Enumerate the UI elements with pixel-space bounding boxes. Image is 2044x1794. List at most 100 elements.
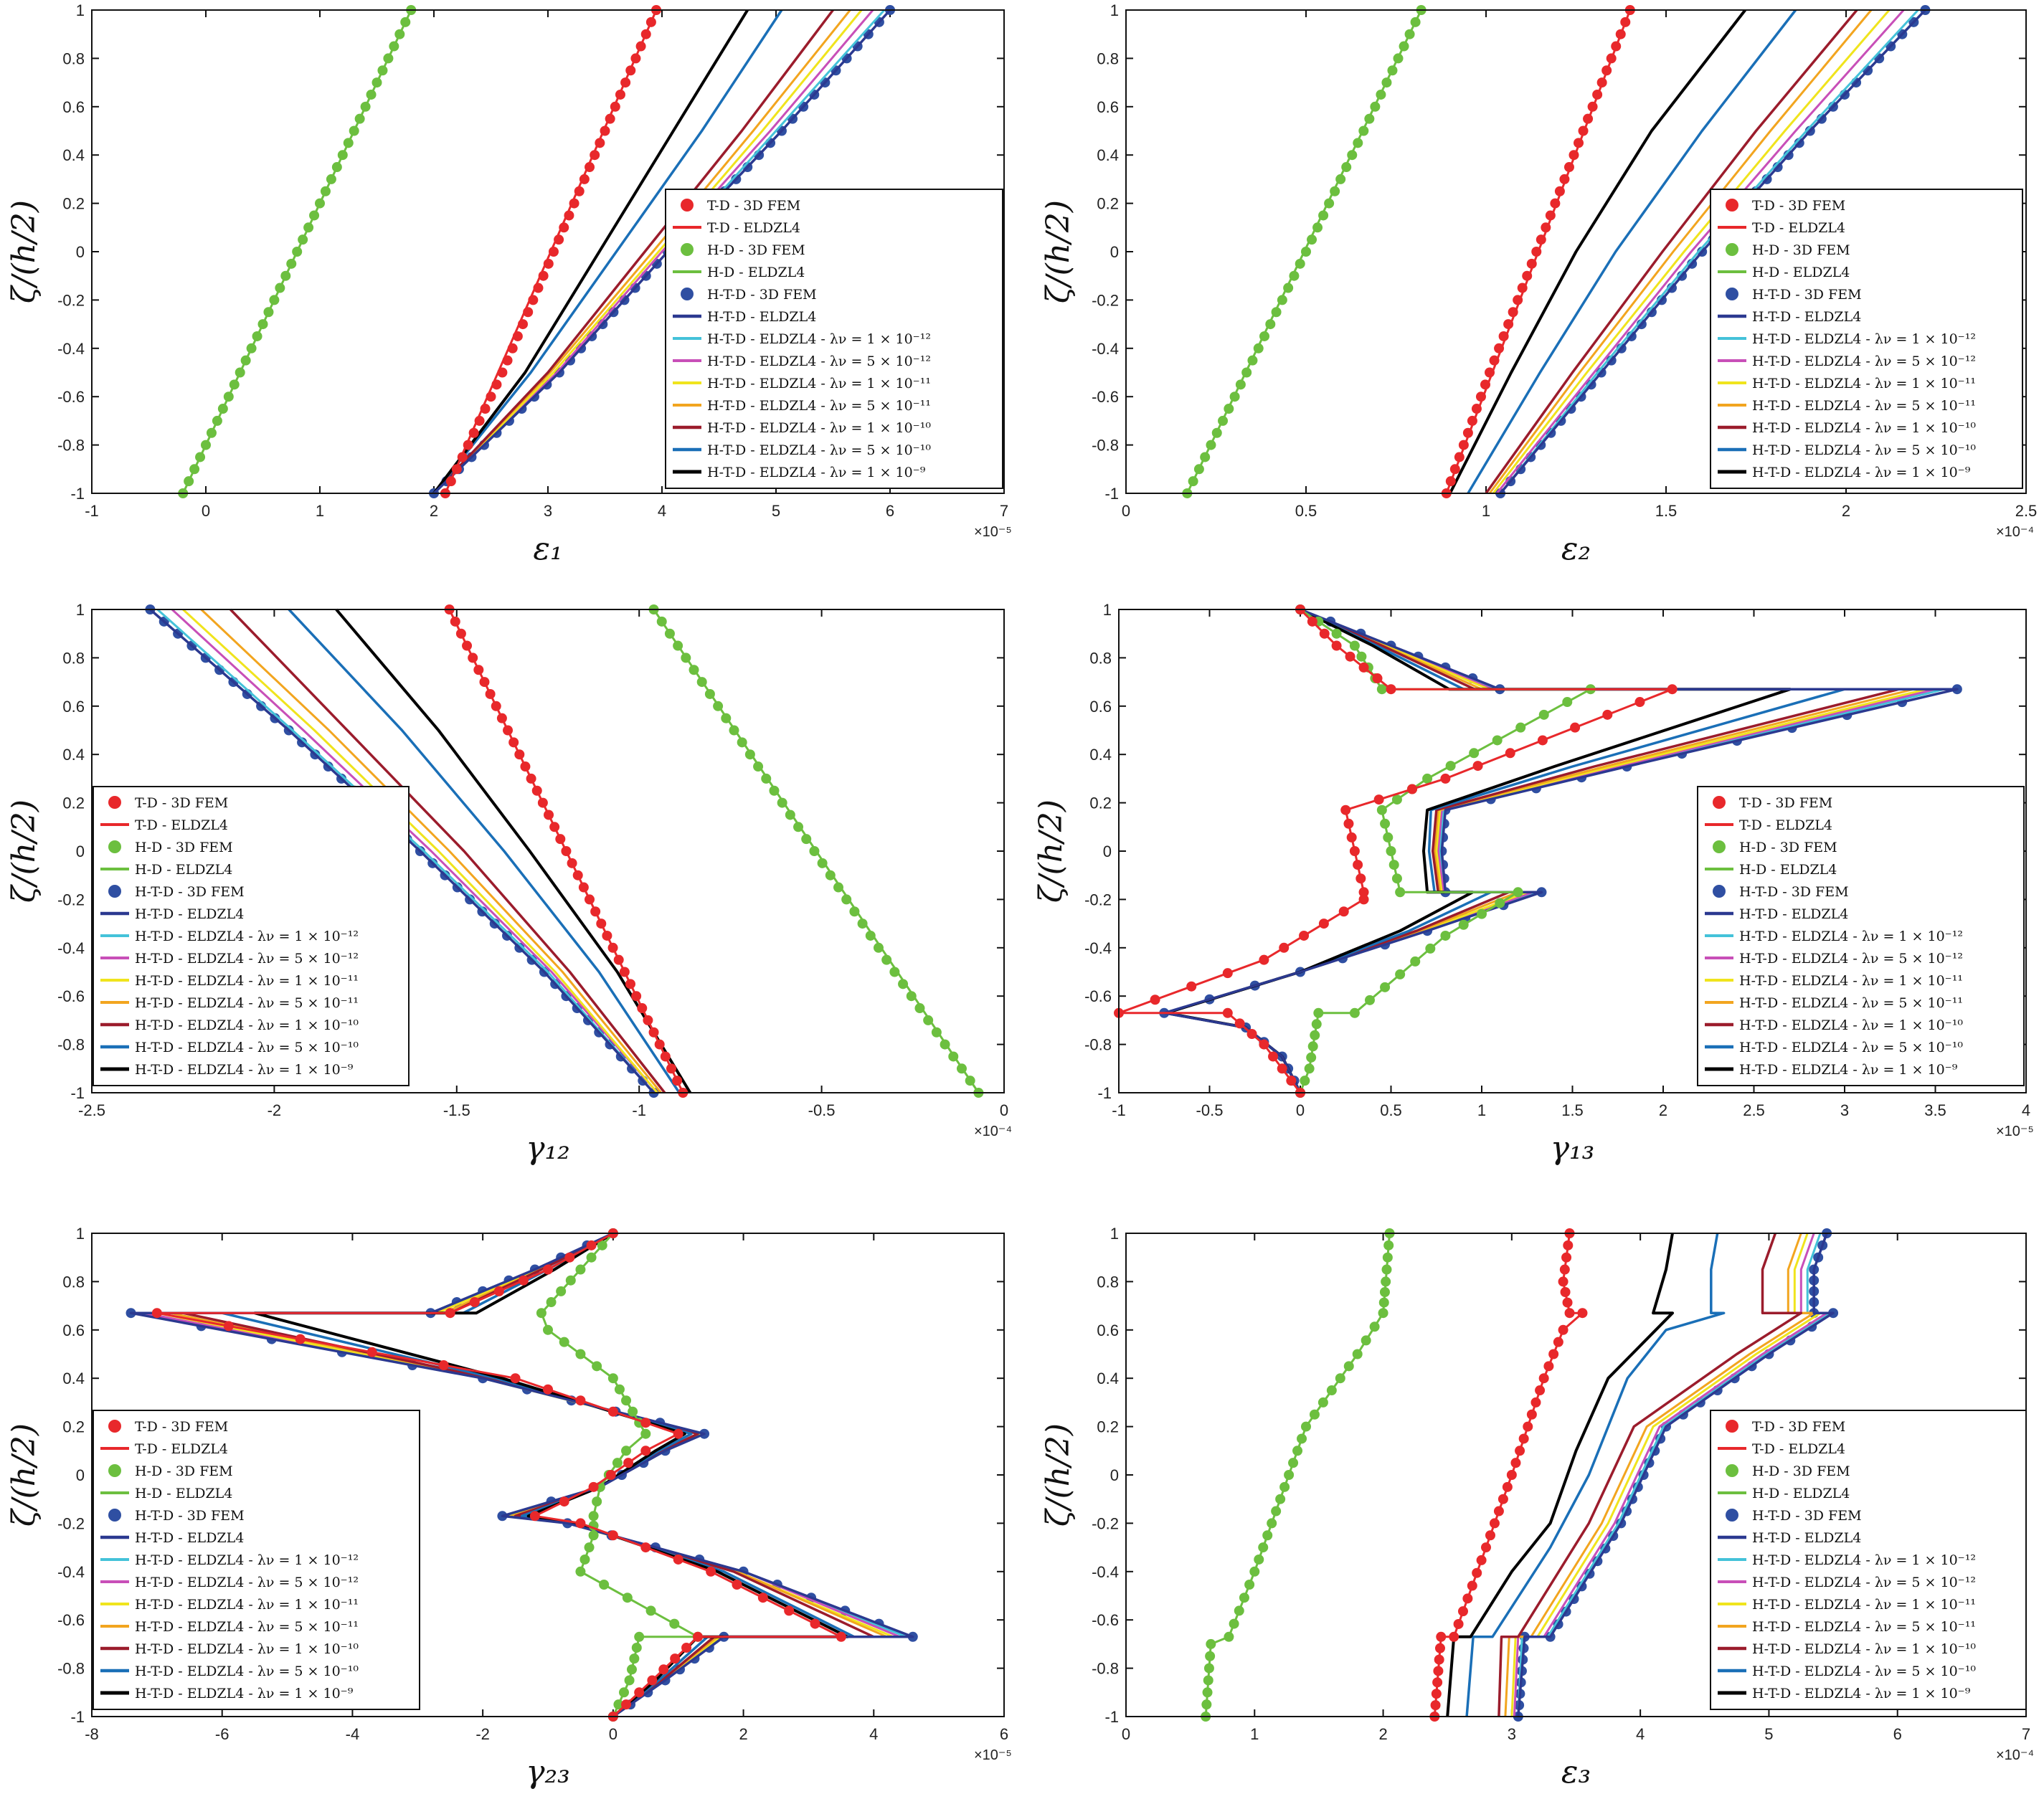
legend-label: H-T-D - ELDZL4 - λν = 1 × 10⁻⁹ [1752,465,1971,480]
x-tick-label: 1 [316,502,324,520]
legend-label: H-D - ELDZL4 [135,862,232,878]
y-tick-label: -1 [1097,1084,1112,1102]
y-tick-label: 0.4 [1089,746,1112,764]
y-tick-label: 1 [1103,601,1112,619]
legend-item: H-T-D - ELDZL4 - λν = 5 × 10⁻¹¹ [673,398,931,414]
x-tick-label: -2 [475,1725,490,1743]
tick-labels: -1 0 1 2 3 4 5 6 7 -1 -0.8 -0.6 -0.4 -0.2 0 0.2 0.4 0.6 0.… [57,1,1008,520]
data-point [881,954,892,965]
legend-label: H-D - ELDZL4 [1752,265,1850,280]
x-tick-label: 0 [1122,502,1130,520]
legend-marker [1726,243,1738,256]
series-line-1 [1445,9,1632,494]
legend-label: H-T-D - ELDZL4 - λν = 1 × 10⁻¹¹ [135,1597,359,1613]
legend-label: H-T-D - ELDZL4 - λν = 5 × 10⁻¹⁰ [1752,442,1976,458]
legend: T-D - 3D FEM T-D - ELDZL4 H-D - 3D FEM H-D … [665,189,1003,489]
legend-label: T-D - ELDZL4 [1752,1441,1845,1457]
legend-label: H-T-D - ELDZL4 - λν = 5 × 10⁻¹² [135,1575,359,1590]
legend-item: H-T-D - ELDZL4 - λν = 1 × 10⁻¹² [1705,929,1963,944]
series-line-8 [182,608,658,1093]
legend-marker [108,1464,121,1477]
legend-label: H-D - 3D FEM [1739,840,1837,855]
legend: T-D - 3D FEM T-D - ELDZL4 H-D - 3D FEM H-D … [1697,786,2025,1086]
legend-label: H-T-D - ELDZL4 - λν = 5 × 10⁻¹¹ [135,995,359,1011]
legend-item: H-T-D - ELDZL4 - λν = 5 × 10⁻¹⁰ [100,1040,359,1055]
series-line-3 [540,1232,699,1717]
series-line-1 [1117,608,1674,1093]
legend-marker [1713,840,1726,853]
y-tick-label: -0.6 [57,388,85,406]
legend-label: H-T-D - ELDZL4 - λν = 1 × 10⁻¹¹ [1739,973,1963,989]
legend-marker [681,288,694,300]
legend-label: H-T-D - ELDZL4 - λν = 1 × 10⁻¹² [707,331,931,347]
legend-item: H-D - ELDZL4 [673,265,805,280]
y-tick-label: 0.2 [1089,794,1112,812]
y-tick-label: 0.4 [62,746,85,764]
legend-label: H-T-D - 3D FEM [135,884,245,900]
legend-label: H-T-D - ELDZL4 - λν = 5 × 10⁻¹² [1752,1575,1976,1590]
legend-item: H-T-D - ELDZL4 - λν = 5 × 10⁻¹² [673,353,931,369]
legend-label: H-D - ELDZL4 [1752,1486,1850,1501]
y-tick-label: 1 [76,1225,85,1243]
series-line-7 [171,608,658,1093]
x-tick-label: -2.5 [78,1101,105,1119]
x-tick-label: 5 [772,502,780,520]
x-tick-label: -1 [1112,1101,1126,1119]
legend-item: T-D - 3D FEM [1726,198,1845,214]
legend-marker [108,796,121,809]
data-point [873,942,884,953]
legend-label: H-T-D - 3D FEM [707,287,817,303]
series-line-6 [156,608,655,1093]
x-tick-label: -1.5 [443,1101,470,1119]
x-tick-label: 0 [1296,1101,1305,1119]
legend-item: H-T-D - ELDZL4 [673,309,816,325]
series-line-3 [181,9,412,494]
plot-frame [1118,609,2027,1093]
legend-item: H-T-D - ELDZL4 - λν = 5 × 10⁻¹² [100,951,359,967]
y-tick-label: 0 [1110,243,1119,261]
y-tick-label: 0.4 [1097,1370,1119,1387]
y-tick-label: 0.6 [1097,1321,1119,1339]
legend-marker [1726,288,1738,300]
tick-labels: 0 1 2 3 4 5 6 7 -1 -0.8 -0.6 -0.4 -0.2 0 0.2 0.4 0.6 0.8 1 [1092,1225,2030,1743]
x-tick-label: 6 [886,502,894,520]
legend-item: H-D - 3D FEM [108,840,233,855]
legend-item: H-T-D - ELDZL4 - λν = 5 × 10⁻¹¹ [100,995,359,1011]
plot-frame [91,9,1005,494]
y-tick-label: -0.8 [57,1036,85,1054]
legend-item: H-T-D - ELDZL4 - λν = 5 × 10⁻¹² [1718,1575,1976,1590]
legend-item: H-T-D - ELDZL4 - λν = 5 × 10⁻¹⁰ [100,1664,359,1679]
y-tick-label: 1 [76,1,85,19]
series-line-9 [1504,1233,1815,1717]
x-tick-label: 2 [1659,1101,1667,1119]
legend-label: H-T-D - ELDZL4 - λν = 5 × 10⁻¹² [707,353,931,369]
data-point [898,979,909,989]
y-tick-label: -1 [1104,1708,1119,1726]
series-line-3 [1204,1233,1391,1717]
y-tick-label: -0.2 [1092,291,1119,309]
chart-3-xlabel: γ₁₂ [526,1130,570,1167]
y-tick-label: -0.6 [57,1611,85,1629]
series-group [126,1228,918,1722]
x-tick-label: 5 [1764,1725,1773,1743]
chart-2-x-multiplier: ×10⁻⁴ [1996,524,2034,540]
x-tick-label: 3 [1840,1101,1849,1119]
chart-4-ylabel: ζ/(h/2) [1033,799,1069,903]
chart-6: 0 1 2 3 4 5 6 7 -1 -0.8 -0.6 -0.4 -0.2 0 0.2 0.4 0.6 0.8 1… [1092,1225,2030,1743]
x-tick-label: 2 [430,502,438,520]
y-tick-label: 0.6 [62,98,85,116]
legend-label: H-T-D - ELDZL4 - λν = 5 × 10⁻¹⁰ [135,1664,359,1679]
legend-item: H-T-D - ELDZL4 - λν = 1 × 10⁻¹⁰ [1718,420,1976,436]
x-tick-label: 1.5 [1561,1101,1584,1119]
legend-item: H-T-D - 3D FEM [108,884,245,900]
legend-item: H-D - ELDZL4 [100,862,232,878]
series-line-5 [149,608,655,1094]
y-tick-label: -0.4 [57,340,85,358]
legend: T-D - 3D FEM T-D - ELDZL4 H-D - 3D FEM H-D … [1710,189,2023,489]
y-tick-label: 0.8 [62,1273,85,1291]
x-tick-label: 2 [739,1725,747,1743]
x-tick-label: 7 [2022,1725,2030,1743]
series-line-10 [432,9,834,495]
legend-label: H-T-D - 3D FEM [1739,884,1849,900]
legend-label: H-T-D - ELDZL4 - λν = 1 × 10⁻¹⁰ [135,1641,359,1657]
